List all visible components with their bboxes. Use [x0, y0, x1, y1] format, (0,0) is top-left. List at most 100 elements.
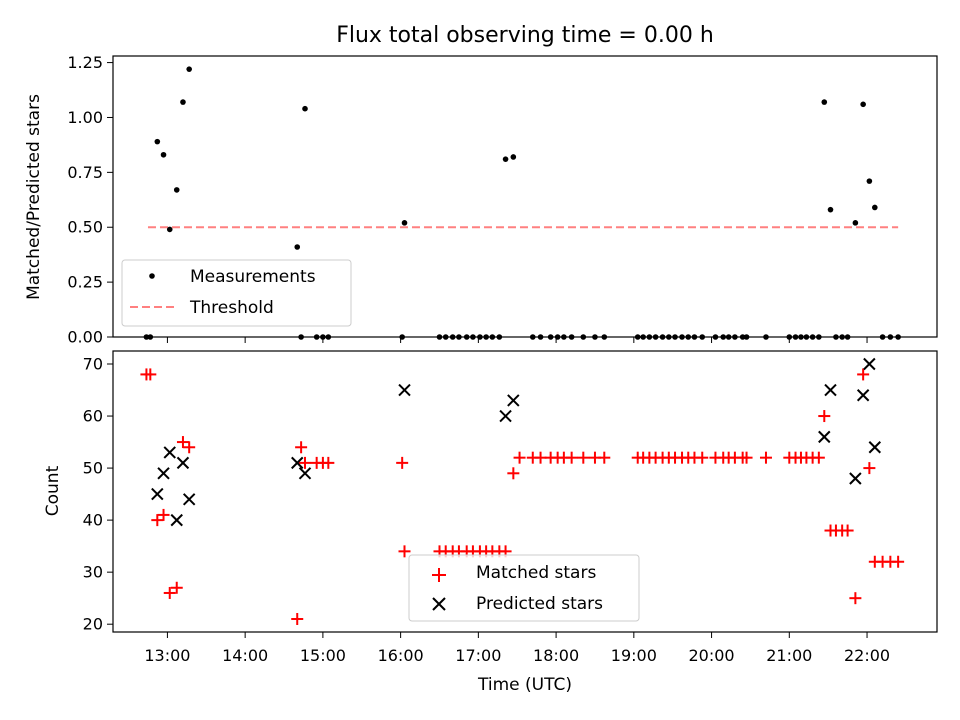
- predicted-stars-point: [863, 357, 876, 371]
- predicted-stars-point: [868, 441, 882, 454]
- measurement-point: [510, 154, 517, 160]
- measurement-point: [173, 187, 180, 193]
- count-legend: Matched stars Predicted stars: [408, 554, 640, 622]
- matched-stars-point: [157, 508, 170, 521]
- y-tick-label: 70: [83, 355, 103, 374]
- y-tick-label: 0.00: [67, 328, 103, 347]
- time-x-axis: 13:00 14:00 15:00 16:00 17:00 18:00 19:00 20:00…: [144, 632, 890, 665]
- matched-stars-legend-label: Matched stars: [476, 563, 596, 583]
- measurement-point: [166, 226, 173, 233]
- ratio-panel: 0.00 0.25 0.50 0.75 1.00 1.25 Matched/Predict…: [24, 53, 938, 347]
- ratio-marks: [143, 66, 901, 340]
- matched-stars-point: [849, 592, 862, 605]
- measurement-point: [852, 220, 859, 226]
- matched-stars-point: [818, 410, 831, 423]
- matched-stars-point: [857, 368, 870, 381]
- measurement-point: [154, 138, 161, 145]
- matched-stars-point: [696, 451, 709, 464]
- count-y-axis-label: Count: [43, 465, 63, 516]
- matched-stars-point: [863, 462, 876, 475]
- measurement-point: [160, 151, 167, 158]
- x-tick-label: 20:00: [689, 646, 735, 665]
- y-tick-label: 30: [83, 563, 103, 582]
- matched-stars-point: [759, 451, 772, 464]
- predicted-stars-point: [163, 446, 176, 459]
- matched-stars-point: [322, 456, 335, 469]
- measurement-point: [860, 101, 866, 108]
- x-tick-label: 19:00: [611, 646, 657, 665]
- y-tick-label: 40: [83, 511, 103, 530]
- predicted-stars-point: [182, 493, 196, 506]
- measurement-point: [294, 244, 301, 250]
- matched-stars-point: [295, 441, 308, 454]
- predicted-stars-point: [499, 409, 512, 423]
- x-tick-label: 14:00: [222, 646, 268, 665]
- ratio-y-axis-label: Matched/Predicted stars: [24, 94, 44, 300]
- matched-stars-point: [396, 456, 409, 469]
- matched-stars-point: [176, 436, 189, 449]
- ratio-y-axis: 0.00 0.25 0.50 0.75 1.00 1.25: [67, 53, 113, 347]
- x-tick-label: 21:00: [766, 646, 812, 665]
- measurement-point: [180, 99, 186, 105]
- y-tick-label: 1.00: [67, 108, 103, 127]
- matched-stars-point: [151, 514, 164, 527]
- measurement-point: [821, 99, 828, 105]
- predicted-stars-point: [856, 389, 870, 402]
- matched-stars-point: [291, 612, 304, 625]
- measurements-legend-marker: [149, 273, 155, 279]
- matched-stars-point: [183, 441, 196, 454]
- matched-stars-point: [534, 451, 547, 464]
- matched-stars-point: [577, 451, 590, 464]
- measurement-point: [872, 204, 878, 211]
- x-tick-label: 16:00: [378, 646, 424, 665]
- y-tick-label: 20: [83, 615, 103, 634]
- measurement-point: [302, 105, 308, 112]
- matched-stars-point: [299, 456, 312, 469]
- matched-stars-point: [170, 581, 183, 594]
- count-panel: 20 30 40 50 60 70 13:00 14:00 15:00 16:00 17:00 18…: [43, 350, 938, 695]
- predicted-stars-point: [507, 394, 520, 407]
- y-tick-label: 0.75: [67, 163, 103, 182]
- matched-stars-point: [892, 555, 905, 568]
- ratio-legend: Measurements Threshold: [121, 259, 352, 327]
- predicted-stars-point: [818, 430, 831, 444]
- y-tick-label: 60: [83, 407, 103, 426]
- measurements-legend-label: Measurements: [190, 267, 316, 287]
- threshold-legend-label: Threshold: [189, 298, 274, 318]
- matched-stars-point: [740, 451, 753, 464]
- ratio-legend-box: [121, 259, 352, 327]
- matched-stars-point: [398, 545, 411, 558]
- predicted-stars-point: [824, 383, 837, 397]
- measurement-point: [186, 66, 192, 72]
- time-x-axis-label: Time (UTC): [477, 675, 572, 695]
- measurement-point: [502, 156, 509, 162]
- measurement-point: [827, 206, 834, 213]
- y-tick-label: 1.25: [67, 53, 103, 72]
- predicted-stars-point: [170, 513, 183, 527]
- predicted-stars-point: [157, 467, 170, 480]
- matched-stars-point: [841, 524, 854, 537]
- matched-stars-point: [144, 368, 157, 381]
- y-tick-label: 0.50: [67, 218, 103, 237]
- matched-stars-point: [598, 451, 611, 464]
- y-tick-label: 0.25: [67, 273, 103, 292]
- count-legend-box: [408, 554, 640, 622]
- x-tick-label: 17:00: [455, 646, 501, 665]
- x-tick-label: 22:00: [844, 646, 890, 665]
- matched-stars-point: [565, 451, 578, 464]
- x-tick-label: 15:00: [300, 646, 346, 665]
- predicted-stars-legend-marker: [432, 597, 446, 611]
- measurement-point: [866, 178, 873, 184]
- count-panel-frame: [112, 350, 938, 633]
- x-tick-label: 13:00: [144, 646, 190, 665]
- predicted-stars-legend-label: Predicted stars: [476, 594, 603, 614]
- predicted-stars-point: [176, 456, 190, 470]
- matched-stars-legend-marker: [432, 568, 446, 582]
- predicted-stars-point: [849, 472, 862, 485]
- predicted-stars-point: [298, 467, 312, 480]
- predicted-stars-point: [291, 456, 304, 470]
- matched-stars-point: [507, 467, 520, 480]
- count-marks: [140, 357, 905, 625]
- ratio-panel-frame: [112, 55, 938, 338]
